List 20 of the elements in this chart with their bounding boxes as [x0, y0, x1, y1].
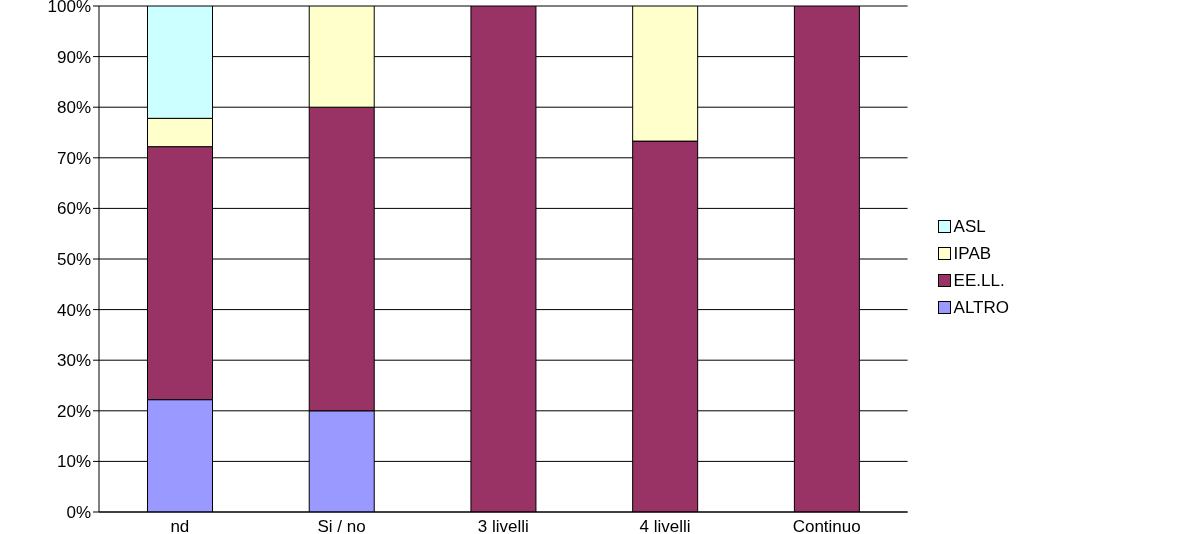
y-tick-label: 100% — [47, 0, 91, 17]
y-tick-label: 40% — [56, 300, 91, 320]
y-tick-label: 20% — [56, 401, 91, 421]
legend-label: IPAB — [953, 243, 992, 264]
y-tick-label: 80% — [56, 98, 91, 118]
legend-label: EE.LL. — [953, 270, 1005, 291]
y-tick-label: 0% — [66, 503, 91, 523]
x-tick-label: 3 livelli — [477, 517, 529, 534]
y-tick-label: 60% — [56, 199, 91, 219]
y-tick-label: 70% — [56, 148, 91, 168]
y-tick-label: 30% — [56, 351, 91, 371]
x-tick-label: Si / no — [317, 517, 366, 534]
legend-label: ASL — [953, 216, 986, 237]
x-tick-label: nd — [170, 517, 190, 534]
y-tick-label: 10% — [56, 452, 91, 472]
y-tick-label: 50% — [56, 250, 91, 270]
legend-label: ALTRO — [953, 297, 1009, 318]
y-tick-label: 90% — [56, 47, 91, 67]
x-tick-label: 4 livelli — [639, 517, 691, 534]
x-tick-label: Continuo — [792, 517, 861, 534]
